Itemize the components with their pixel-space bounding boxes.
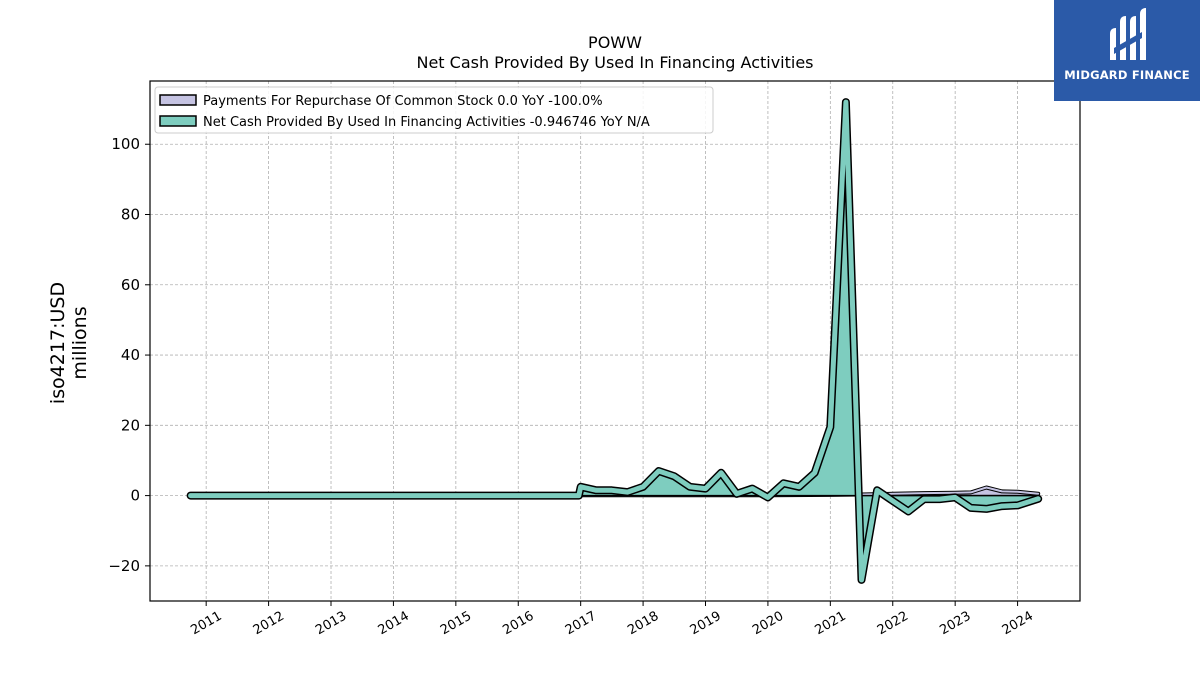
chart-title: POWW [588,33,642,52]
x-tick-label: 2015 [438,609,474,639]
y-tick-label: 100 [111,135,140,153]
y-axis-label: iso4217:USD millions [47,282,91,404]
x-tick-label: 2024 [1000,609,1036,639]
series-layer [186,98,1043,584]
brand-logo: MIDGARD FINANCE [1054,0,1200,101]
y-tick-label: −20 [108,557,140,575]
x-tick-label: 2022 [875,609,911,639]
y-axis-label-line1: iso4217:USD [47,282,69,404]
legend-label-repurchase: Payments For Repurchase Of Common Stock … [203,94,603,109]
x-tick-label: 2016 [500,609,536,639]
axis-ticks: 2011 2012 2013 2014 2015 2016 2017 2018 2019 2020… [108,135,1036,638]
legend-swatch-repurchase [159,94,197,106]
y-tick-label: 40 [121,346,140,364]
legend: Payments For Repurchase Of Common Stock … [154,86,714,134]
y-tick-label: 60 [121,276,140,294]
x-tick-label: 2023 [937,609,973,639]
logo-mark-icon [1110,8,1146,60]
x-tick-label: 2021 [813,609,849,639]
x-tick-label: 2020 [750,609,786,639]
x-tick-label: 2019 [688,609,724,639]
y-tick-label: 20 [121,416,140,434]
x-tick-label: 2017 [563,609,599,639]
x-tick-label: 2014 [376,609,412,639]
y-axis-label-line2: millions [69,306,91,379]
logo-text: MIDGARD FINANCE [1064,68,1190,82]
legend-swatch-financing [159,115,197,127]
legend-box [154,86,714,134]
grid [150,81,1080,601]
y-tick-label: 80 [121,206,140,224]
x-tick-label: 2018 [625,609,661,639]
x-tick-label: 2013 [313,609,349,639]
plot-frame [149,80,1081,602]
chart-subtitle: Net Cash Provided By Used In Financing A… [416,53,813,72]
series-line-financing [188,99,1041,583]
x-tick-label: 2011 [188,609,224,639]
y-tick-label: 0 [130,487,140,505]
legend-label-financing: Net Cash Provided By Used In Financing A… [203,115,650,130]
x-tick-label: 2012 [251,609,287,639]
